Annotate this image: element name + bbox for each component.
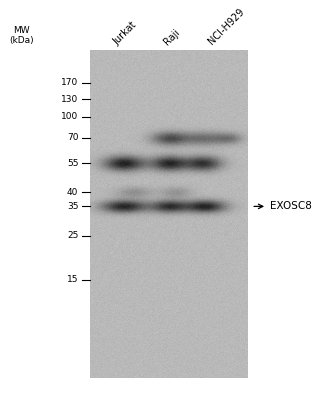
- Text: 15: 15: [67, 276, 78, 284]
- Text: Raji: Raji: [162, 27, 182, 47]
- Text: 35: 35: [67, 202, 78, 211]
- Text: Jurkat: Jurkat: [112, 20, 139, 47]
- Text: 55: 55: [67, 159, 78, 168]
- Text: 170: 170: [61, 78, 78, 87]
- Text: 100: 100: [61, 112, 78, 121]
- Text: 40: 40: [67, 188, 78, 197]
- Text: NCI-H929: NCI-H929: [206, 7, 246, 47]
- Text: 25: 25: [67, 231, 78, 240]
- Text: EXOSC8: EXOSC8: [270, 202, 312, 211]
- Text: 70: 70: [67, 134, 78, 142]
- Text: 130: 130: [61, 95, 78, 104]
- Text: MW
(kDa): MW (kDa): [9, 26, 34, 45]
